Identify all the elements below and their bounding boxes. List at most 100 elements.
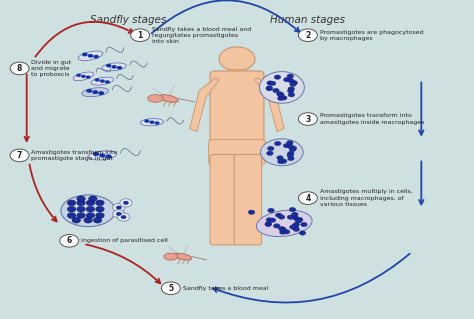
Circle shape xyxy=(116,212,122,216)
FancyBboxPatch shape xyxy=(229,70,245,77)
Circle shape xyxy=(144,119,149,123)
Circle shape xyxy=(93,152,99,156)
Circle shape xyxy=(123,201,129,205)
Text: Sandfly takes a blood meal: Sandfly takes a blood meal xyxy=(182,286,268,291)
Circle shape xyxy=(67,200,76,206)
Circle shape xyxy=(86,89,92,93)
Circle shape xyxy=(288,78,294,83)
Circle shape xyxy=(105,80,110,84)
Text: Promastigotes are phagocytosed
by macrophages: Promastigotes are phagocytosed by macrop… xyxy=(319,30,423,41)
Circle shape xyxy=(277,160,284,164)
Ellipse shape xyxy=(261,139,303,166)
Circle shape xyxy=(287,151,294,156)
Circle shape xyxy=(121,215,127,219)
Text: Ingestion of parasitised cell: Ingestion of parasitised cell xyxy=(81,238,168,243)
Circle shape xyxy=(93,55,99,59)
Ellipse shape xyxy=(140,119,164,126)
Circle shape xyxy=(268,208,274,213)
Ellipse shape xyxy=(88,151,117,160)
Circle shape xyxy=(299,29,318,41)
Text: 7: 7 xyxy=(17,151,22,160)
Circle shape xyxy=(77,213,85,218)
Text: Promastigotes transform into
amastigotes inside macrophages: Promastigotes transform into amastigotes… xyxy=(319,114,424,125)
Circle shape xyxy=(290,225,296,229)
Circle shape xyxy=(88,54,93,58)
Ellipse shape xyxy=(73,72,94,81)
FancyBboxPatch shape xyxy=(210,71,264,154)
Circle shape xyxy=(92,90,98,94)
Circle shape xyxy=(295,219,301,223)
Circle shape xyxy=(269,218,276,222)
Ellipse shape xyxy=(259,71,304,103)
Circle shape xyxy=(76,74,81,77)
Circle shape xyxy=(93,218,102,223)
Text: Sandfly stages: Sandfly stages xyxy=(90,15,166,25)
Circle shape xyxy=(86,206,95,212)
Circle shape xyxy=(81,75,86,78)
Circle shape xyxy=(274,141,281,146)
Ellipse shape xyxy=(148,95,163,102)
Circle shape xyxy=(273,88,279,93)
Circle shape xyxy=(290,146,297,151)
Text: 3: 3 xyxy=(305,115,310,123)
Circle shape xyxy=(287,144,294,149)
Circle shape xyxy=(299,113,318,125)
Circle shape xyxy=(10,62,29,75)
Circle shape xyxy=(267,146,274,151)
Circle shape xyxy=(82,53,88,56)
Circle shape xyxy=(275,213,282,218)
Text: Divide in gut
and migrate
to proboscis: Divide in gut and migrate to proboscis xyxy=(31,60,72,77)
Circle shape xyxy=(98,91,104,95)
Text: Amastigotes transform into
promastigote stage in gut: Amastigotes transform into promastigote … xyxy=(31,150,118,161)
Circle shape xyxy=(289,207,296,212)
Circle shape xyxy=(269,81,276,85)
Circle shape xyxy=(288,93,295,97)
Circle shape xyxy=(266,86,273,90)
Circle shape xyxy=(296,218,303,222)
Circle shape xyxy=(288,156,294,161)
Circle shape xyxy=(155,121,160,125)
Circle shape xyxy=(283,230,290,234)
Circle shape xyxy=(279,226,285,231)
Polygon shape xyxy=(190,78,219,132)
Circle shape xyxy=(99,153,105,158)
Circle shape xyxy=(286,140,293,145)
Circle shape xyxy=(280,227,286,232)
Circle shape xyxy=(277,96,284,100)
Circle shape xyxy=(274,75,281,79)
Text: Human stages: Human stages xyxy=(270,15,346,25)
Circle shape xyxy=(287,89,294,93)
Circle shape xyxy=(266,151,273,155)
Circle shape xyxy=(111,65,117,69)
Circle shape xyxy=(267,81,273,85)
Text: Sandfly takes a blood meal and
regurgitates promastigotes
into skin: Sandfly takes a blood meal and regurgita… xyxy=(152,26,251,44)
Circle shape xyxy=(287,74,293,78)
Circle shape xyxy=(106,64,111,67)
Circle shape xyxy=(293,227,300,232)
Circle shape xyxy=(67,213,76,218)
Polygon shape xyxy=(255,78,284,132)
Ellipse shape xyxy=(164,253,178,260)
Circle shape xyxy=(280,159,287,163)
Circle shape xyxy=(89,196,97,202)
Ellipse shape xyxy=(61,195,115,226)
Circle shape xyxy=(287,215,294,219)
Circle shape xyxy=(266,218,273,222)
Circle shape xyxy=(10,149,29,162)
Circle shape xyxy=(96,206,104,212)
Circle shape xyxy=(248,210,255,214)
Circle shape xyxy=(161,282,180,294)
Circle shape xyxy=(278,93,284,97)
Circle shape xyxy=(290,82,296,86)
Circle shape xyxy=(281,96,287,100)
Circle shape xyxy=(292,212,298,217)
Text: 2: 2 xyxy=(305,31,310,40)
Ellipse shape xyxy=(173,253,191,260)
Circle shape xyxy=(105,154,112,159)
Circle shape xyxy=(265,222,272,226)
Circle shape xyxy=(292,216,299,220)
Circle shape xyxy=(299,231,306,235)
Ellipse shape xyxy=(82,88,109,97)
Circle shape xyxy=(77,196,85,202)
Circle shape xyxy=(96,200,104,206)
